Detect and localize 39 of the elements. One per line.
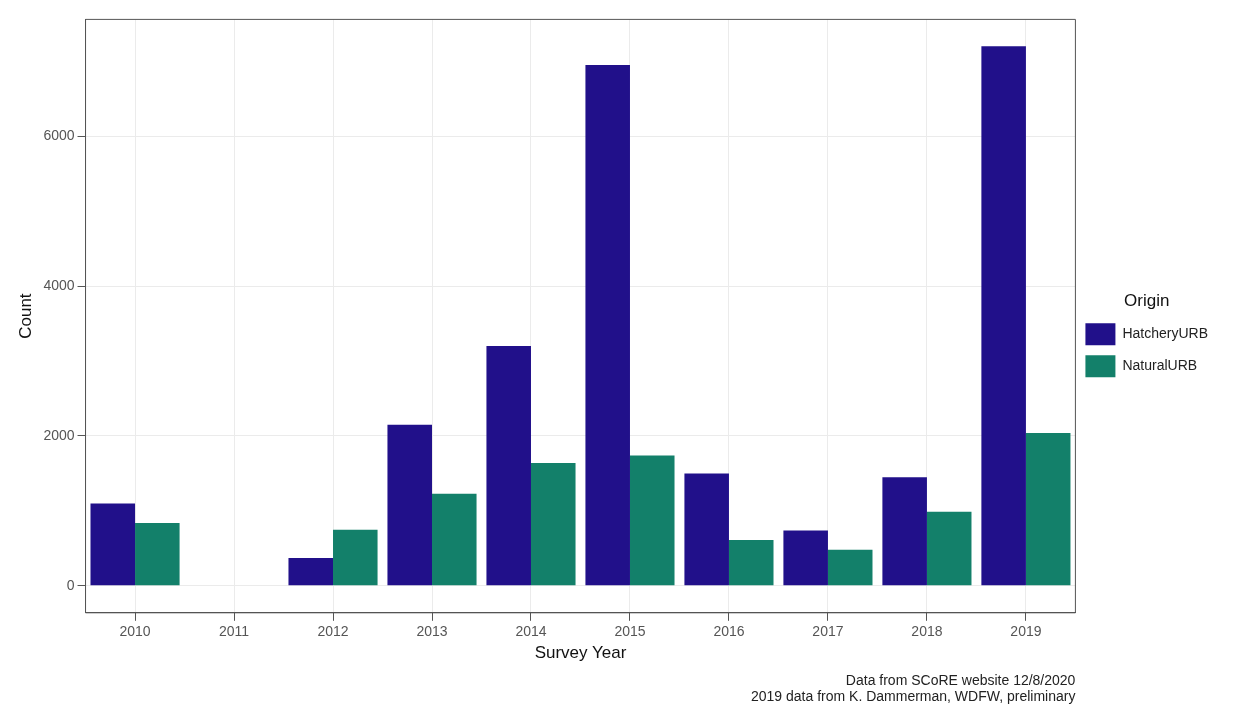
bar — [333, 529, 378, 586]
bar — [684, 473, 729, 586]
x-tick-label: 2014 — [515, 623, 547, 640]
bar — [387, 424, 432, 586]
bar — [432, 493, 477, 586]
y-axis-title: Count — [15, 293, 35, 339]
bar — [783, 530, 828, 586]
bar — [135, 522, 180, 586]
bar — [90, 503, 136, 586]
x-tick-label: 2010 — [119, 623, 151, 640]
x-tick-label: 2016 — [713, 623, 745, 640]
x-tick-label: 2012 — [317, 623, 349, 640]
bar — [926, 511, 972, 586]
bar — [530, 462, 576, 586]
y-tick-label: 2000 — [43, 426, 75, 443]
x-tick-label: 2013 — [416, 623, 448, 640]
x-axis-title: Survey Year — [534, 643, 627, 663]
bar — [827, 549, 873, 586]
y-tick-label: 0 — [66, 576, 75, 593]
bar — [629, 455, 675, 586]
bar — [981, 46, 1026, 586]
bar — [1025, 432, 1071, 586]
bar — [585, 65, 630, 586]
legend-label: HatcheryURB — [1122, 325, 1209, 342]
x-tick-label: 2015 — [614, 623, 646, 640]
x-tick-label: 2018 — [911, 623, 943, 640]
legend-label: NaturalURB — [1122, 357, 1198, 374]
bar — [728, 540, 774, 586]
x-tick-label: 2017 — [812, 623, 844, 640]
y-tick-label: 4000 — [43, 276, 75, 293]
x-tick-label: 2019 — [1010, 623, 1042, 640]
bar — [882, 477, 927, 586]
y-tick-label: 6000 — [43, 127, 75, 144]
x-tick-label: 2011 — [218, 623, 250, 640]
bar — [486, 346, 531, 586]
legend-title: Origin — [1124, 290, 1170, 310]
bar — [288, 558, 334, 586]
text: Data from SCoRE website 12/8/2020 — [845, 671, 1076, 688]
text: 2019 data from K. Dammerman, WDFW, preliminary — [751, 687, 1076, 704]
